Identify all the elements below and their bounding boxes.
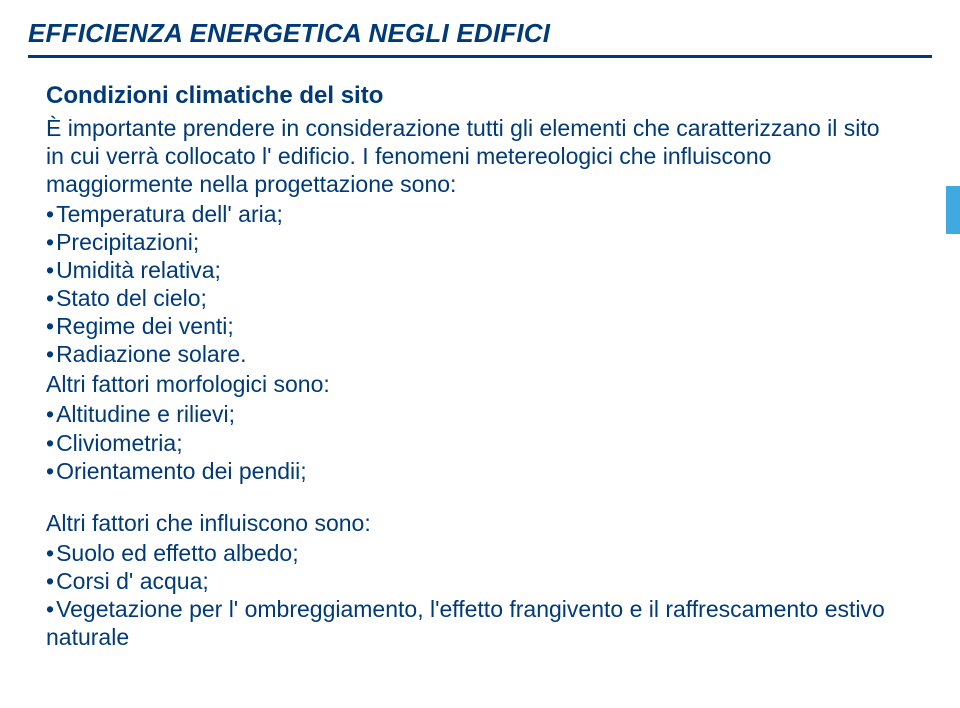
list-item: Suolo ed effetto albedo; (46, 539, 892, 567)
divider (28, 55, 932, 58)
section-intro: È importante prendere in considerazione … (46, 114, 892, 198)
section-subtitle: Condizioni climatiche del sito (46, 82, 892, 110)
accent-bar (946, 186, 960, 234)
list-item: Umidità relativa; (46, 256, 892, 284)
bullet-list-other: Suolo ed effetto albedo; Corsi d' acqua;… (46, 539, 892, 651)
list-item: Vegetazione per l' ombreggiamento, l'eff… (46, 595, 892, 651)
list-item: Stato del cielo; (46, 284, 892, 312)
list-item: Cliviometria; (46, 429, 892, 457)
list-item: Orientamento dei pendii; (46, 457, 892, 485)
list-item: Precipitazioni; (46, 228, 892, 256)
other-intro: Altri fattori che influiscono sono: (46, 509, 892, 537)
list-item: Radiazione solare. (46, 340, 892, 368)
bullet-list-climate: Temperatura dell' aria; Precipitazioni; … (46, 200, 892, 368)
list-item: Corsi d' acqua; (46, 567, 892, 595)
content: Condizioni climatiche del sito È importa… (28, 82, 932, 651)
slide: EFFICIENZA ENERGETICA NEGLI EDIFICI Cond… (0, 0, 960, 708)
morph-intro: Altri fattori morfologici sono: (46, 370, 892, 398)
list-item: Regime dei venti; (46, 312, 892, 340)
list-item: Altitudine e rilievi; (46, 400, 892, 428)
bullet-list-morph: Altitudine e rilievi; Cliviometria; Orie… (46, 400, 892, 484)
page-title: EFFICIENZA ENERGETICA NEGLI EDIFICI (28, 18, 932, 49)
gap (46, 487, 892, 509)
list-item: Temperatura dell' aria; (46, 200, 892, 228)
